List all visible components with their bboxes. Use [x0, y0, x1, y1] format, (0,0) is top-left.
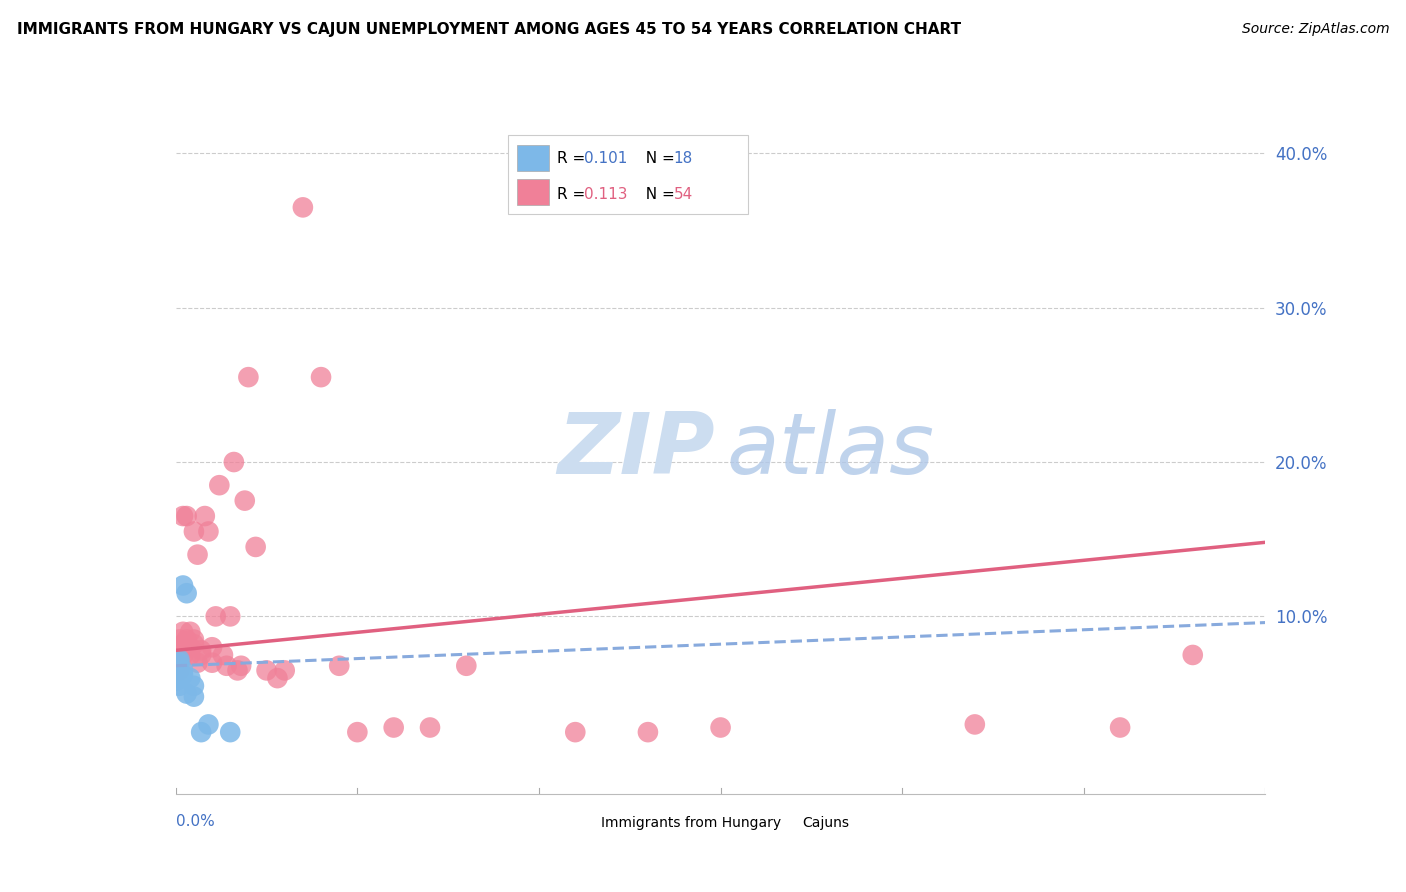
Point [179, 624, 201, 639]
Point [169, 640, 191, 655]
Point [169, 671, 191, 685]
Point [419, 721, 441, 735]
Point [176, 509, 198, 524]
Point [197, 524, 219, 539]
Text: 0.0%: 0.0% [176, 814, 215, 830]
Point [165, 664, 187, 678]
Point [274, 664, 297, 678]
Point [190, 725, 212, 739]
Point [204, 609, 226, 624]
Point [165, 652, 187, 666]
FancyBboxPatch shape [508, 135, 748, 213]
Text: N =: N = [636, 186, 679, 202]
Point [172, 637, 194, 651]
Point [1181, 648, 1204, 662]
Point [456, 658, 478, 673]
Point [208, 478, 231, 492]
Point [179, 648, 201, 662]
Text: Source: ZipAtlas.com: Source: ZipAtlas.com [1241, 22, 1389, 37]
Point [564, 725, 586, 739]
Point [201, 656, 224, 670]
Text: N =: N = [636, 151, 679, 166]
Point [219, 725, 242, 739]
Point [238, 370, 260, 384]
Point [172, 664, 194, 678]
Point [190, 648, 212, 662]
Point [172, 624, 194, 639]
Point [169, 652, 191, 666]
Point [183, 690, 205, 704]
Point [231, 658, 253, 673]
Point [186, 656, 209, 670]
Point [183, 679, 205, 693]
Point [637, 725, 659, 739]
Point [256, 664, 278, 678]
Text: 18: 18 [673, 151, 693, 166]
Point [197, 717, 219, 731]
Point [165, 668, 187, 682]
Point [183, 637, 205, 651]
Point [245, 540, 267, 554]
Text: IMMIGRANTS FROM HUNGARY VS CAJUN UNEMPLOYMENT AMONG AGES 45 TO 54 YEARS CORRELAT: IMMIGRANTS FROM HUNGARY VS CAJUN UNEMPLO… [17, 22, 960, 37]
Text: 0.101: 0.101 [585, 151, 627, 166]
FancyBboxPatch shape [517, 179, 550, 205]
Point [176, 632, 198, 647]
Point [226, 664, 249, 678]
Point [215, 658, 238, 673]
Point [222, 455, 245, 469]
Point [169, 656, 191, 670]
Point [233, 493, 256, 508]
Point [165, 658, 187, 673]
Text: 54: 54 [673, 186, 693, 202]
Point [382, 721, 405, 735]
Text: 0.113: 0.113 [585, 186, 628, 202]
Point [710, 721, 733, 735]
Point [186, 548, 209, 562]
Text: R =: R = [557, 151, 591, 166]
FancyBboxPatch shape [769, 812, 797, 827]
Point [172, 578, 194, 592]
Text: atlas: atlas [725, 409, 934, 492]
Point [179, 640, 201, 655]
Point [172, 668, 194, 682]
Point [169, 648, 191, 662]
FancyBboxPatch shape [517, 145, 550, 171]
Point [266, 671, 288, 685]
Point [346, 725, 368, 739]
Point [179, 671, 201, 685]
Point [165, 674, 187, 689]
Point [291, 200, 314, 214]
Point [169, 632, 191, 647]
Point [194, 509, 217, 524]
Point [172, 648, 194, 662]
Text: Cajuns: Cajuns [803, 815, 849, 830]
Point [1109, 721, 1132, 735]
Point [328, 658, 350, 673]
Point [212, 648, 235, 662]
Point [183, 632, 205, 647]
Point [176, 586, 198, 600]
Point [190, 643, 212, 657]
Point [176, 687, 198, 701]
Text: R =: R = [557, 186, 591, 202]
Text: Immigrants from Hungary: Immigrants from Hungary [600, 815, 780, 830]
Point [169, 679, 191, 693]
Point [176, 640, 198, 655]
FancyBboxPatch shape [568, 812, 595, 827]
Point [201, 640, 224, 655]
Point [169, 664, 191, 678]
Point [963, 717, 986, 731]
Point [183, 524, 205, 539]
Point [219, 609, 242, 624]
Point [172, 509, 194, 524]
Point [309, 370, 332, 384]
Text: ZIP: ZIP [558, 409, 716, 492]
